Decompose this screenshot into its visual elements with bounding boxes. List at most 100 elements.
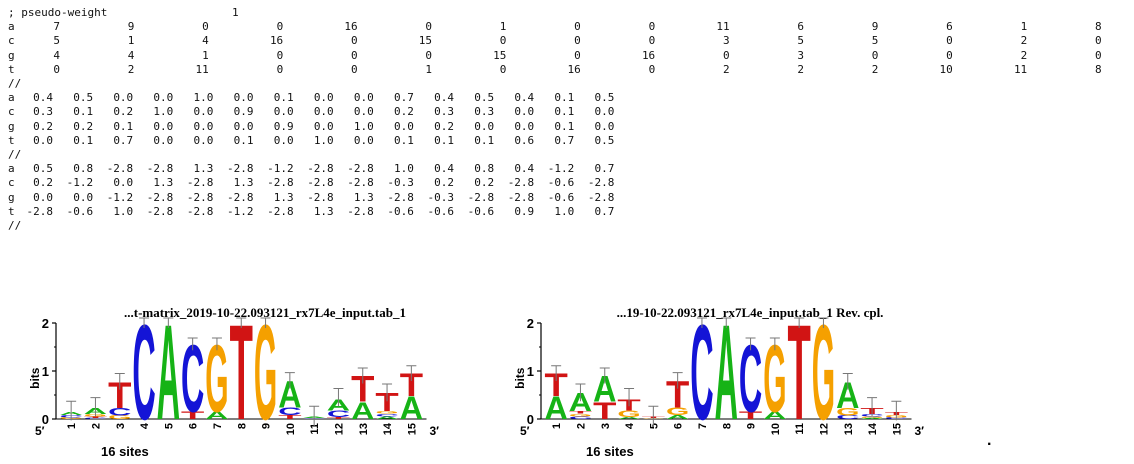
position-label: 4	[624, 422, 636, 429]
freqs-cell: 0.0	[578, 105, 614, 119]
count-cell: 0	[615, 63, 655, 77]
weights-cell: -1.2	[57, 176, 93, 190]
freqs-cell: 0.4	[17, 91, 53, 105]
weights-cell: -2.8	[298, 191, 334, 205]
freqs-cell: 0.0	[578, 120, 614, 134]
weights-cell: -0.3	[378, 176, 414, 190]
freqs-cell: 0.1	[538, 120, 574, 134]
weights-cell: -1.2	[258, 162, 294, 176]
count-cell: 3	[764, 49, 804, 63]
count-cell: 0	[243, 49, 283, 63]
weights-cell: -2.8	[137, 162, 173, 176]
freqs-cell: 0.7	[538, 134, 574, 148]
freqs-cell: 0.0	[177, 120, 213, 134]
freqs-cell: 0.4	[498, 91, 534, 105]
sequence-logo-forward: ...t-matrix_2019-10-22.093121_rx7L4e_inp…	[30, 300, 500, 464]
count-cell: 7	[20, 20, 60, 34]
count-cell: 2	[838, 63, 878, 77]
weights-cell: -0.6	[538, 191, 574, 205]
sites-label: 16 sites	[101, 444, 149, 459]
freqs-cell: 0.5	[458, 91, 494, 105]
freqs-cell: 0.1	[538, 105, 574, 119]
count-cell: 2	[690, 63, 730, 77]
logo-reverse-svg: ...19-10-22.093121_rx7L4e_input.tab_1 Re…	[515, 300, 985, 459]
count-cell: 5	[764, 34, 804, 48]
count-cell: 11	[169, 63, 209, 77]
weights-cell: 0.5	[17, 162, 53, 176]
count-cell: 15	[392, 34, 432, 48]
count-cell: 8	[1062, 63, 1102, 77]
weights-cell: 1.3	[137, 176, 173, 190]
freqs-cell: 1.0	[137, 105, 173, 119]
y-axis-label: bits	[515, 367, 527, 389]
weights-cell: 0.0	[57, 191, 93, 205]
count-cell: 16	[243, 34, 283, 48]
separator: //	[8, 77, 21, 91]
freqs-cell: 0.4	[418, 91, 454, 105]
weights-cell: -2.8	[218, 191, 254, 205]
count-cell: 0	[169, 20, 209, 34]
freqs-cell: 0.5	[578, 134, 614, 148]
weights-cell: 1.3	[298, 205, 334, 219]
freqs-cell: 0.0	[338, 105, 374, 119]
weights-cell: -2.8	[338, 205, 374, 219]
freqs-cell: 0.0	[97, 91, 133, 105]
weights-cell: -2.8	[137, 191, 173, 205]
weights-cell: 0.4	[498, 162, 534, 176]
count-cell: 5	[20, 34, 60, 48]
freqs-cell: 0.7	[378, 91, 414, 105]
position-label: 1	[66, 423, 78, 429]
weights-cell: 1.3	[177, 162, 213, 176]
position-label: 5	[648, 423, 660, 429]
freqs-cell: 0.0	[298, 91, 334, 105]
position-label: 3	[115, 423, 127, 429]
freqs-cell: 0.7	[97, 134, 133, 148]
count-cell: 0	[615, 20, 655, 34]
count-cell: 1	[169, 49, 209, 63]
count-cell: 0	[541, 20, 581, 34]
weights-cell: -2.8	[17, 205, 53, 219]
freqs-cell: 0.3	[418, 105, 454, 119]
count-cell: 1	[94, 34, 134, 48]
freqs-cell: 0.0	[458, 120, 494, 134]
freqs-cell: 0.0	[137, 134, 173, 148]
five-prime-label: 5′	[35, 424, 45, 438]
y-tick-label: 2	[42, 316, 49, 331]
freqs-cell: 0.0	[298, 120, 334, 134]
row-base-label: c	[8, 176, 15, 190]
row-base-label: c	[8, 105, 15, 119]
freqs-cell: 0.0	[137, 91, 173, 105]
count-cell: 4	[169, 34, 209, 48]
freqs-cell: 0.0	[298, 105, 334, 119]
count-cell: 0	[392, 20, 432, 34]
logo-forward-svg: ...t-matrix_2019-10-22.093121_rx7L4e_inp…	[30, 300, 500, 459]
position-label: 10	[285, 423, 297, 435]
count-cell: 0	[466, 34, 506, 48]
logo-title: ...19-10-22.093121_rx7L4e_input.tab_1 Re…	[617, 305, 884, 320]
freqs-cell: 0.0	[338, 91, 374, 105]
weights-cell: -2.8	[338, 176, 374, 190]
three-prime-label: 3′	[430, 424, 440, 438]
count-cell: 16	[318, 20, 358, 34]
row-base-label: a	[8, 162, 15, 176]
count-cell: 4	[20, 49, 60, 63]
freqs-cell: 0.0	[498, 105, 534, 119]
freqs-cell: 1.0	[177, 91, 213, 105]
freqs-cell: 0.6	[498, 134, 534, 148]
weights-cell: -2.8	[137, 205, 173, 219]
weights-cell: 1.0	[538, 205, 574, 219]
count-cell: 2	[987, 49, 1027, 63]
freqs-cell: 0.1	[258, 91, 294, 105]
weights-cell: 1.0	[378, 162, 414, 176]
count-cell: 0	[615, 34, 655, 48]
count-cell: 0	[318, 63, 358, 77]
freqs-cell: 0.1	[57, 105, 93, 119]
freqs-cell: 0.0	[218, 120, 254, 134]
position-label: 2	[575, 423, 587, 429]
position-label: 13	[843, 423, 855, 435]
freqs-cell: 0.0	[258, 105, 294, 119]
count-cell: 0	[243, 63, 283, 77]
position-label: 6	[673, 423, 685, 429]
count-cell: 0	[541, 49, 581, 63]
freqs-cell: 0.0	[177, 134, 213, 148]
